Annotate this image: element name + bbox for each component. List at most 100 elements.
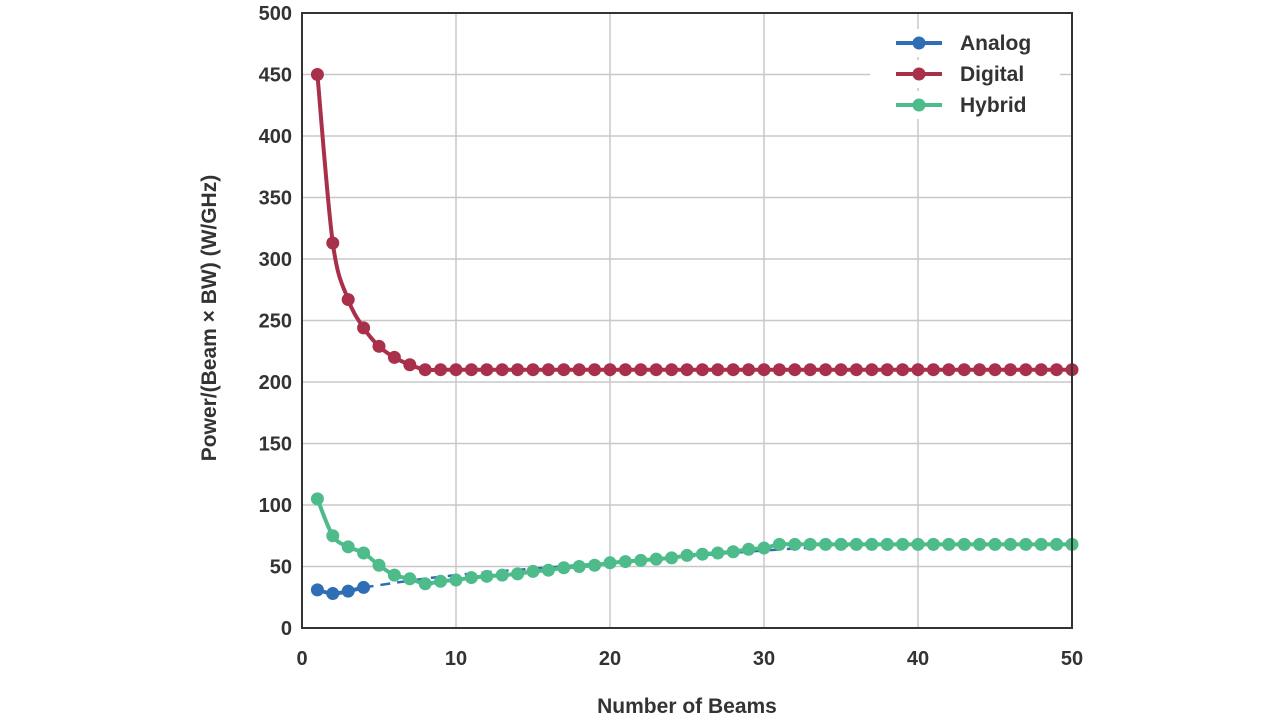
x-tick-label: 50	[1061, 648, 1083, 670]
hybrid-marker	[1034, 537, 1048, 551]
hybrid-marker	[788, 537, 802, 551]
y-tick-label: 250	[259, 311, 292, 333]
digital-marker	[372, 339, 386, 353]
hybrid-marker	[495, 568, 509, 582]
digital-marker	[449, 363, 463, 377]
legend-label-analog: Analog	[960, 32, 1031, 55]
digital-marker	[480, 363, 494, 377]
digital-marker	[511, 363, 525, 377]
digital-marker	[310, 68, 324, 81]
hybrid-marker	[403, 572, 417, 586]
hybrid-marker	[434, 574, 448, 588]
hybrid-marker	[880, 537, 894, 551]
digital-marker	[1034, 363, 1048, 377]
y-tick-label: 450	[259, 65, 292, 87]
hybrid-marker	[834, 537, 848, 551]
hybrid-marker	[603, 556, 617, 570]
digital-marker	[649, 363, 663, 377]
digital-marker	[957, 363, 971, 377]
hybrid-marker	[819, 537, 833, 551]
hybrid-marker	[541, 563, 555, 577]
digital-marker	[387, 350, 401, 364]
hybrid-marker	[618, 555, 632, 569]
y-tick-label: 350	[259, 188, 292, 210]
digital-marker	[880, 363, 894, 377]
hybrid-marker	[926, 537, 940, 551]
digital-marker	[942, 363, 956, 377]
digital-marker	[865, 363, 879, 377]
hybrid-marker	[1003, 537, 1017, 551]
digital-marker	[911, 363, 925, 377]
x-tick-label: 30	[753, 648, 775, 670]
hybrid-marker	[1019, 537, 1033, 551]
hybrid-marker	[464, 571, 478, 585]
legend-marker-hybrid	[912, 98, 926, 112]
digital-marker	[588, 363, 602, 377]
legend: Analog Digital Hybrid	[870, 29, 1060, 119]
hybrid-marker	[310, 492, 324, 506]
digital-marker	[495, 363, 509, 377]
hybrid-marker	[726, 545, 740, 559]
hybrid-marker	[803, 537, 817, 551]
hybrid-marker	[634, 553, 648, 567]
hybrid-marker	[526, 564, 540, 578]
digital-marker	[896, 363, 910, 377]
digital-marker	[618, 363, 632, 377]
digital-marker	[603, 363, 617, 377]
hybrid-marker	[588, 558, 602, 572]
y-tick-label: 200	[259, 372, 292, 394]
digital-marker	[634, 363, 648, 377]
hybrid-marker	[557, 561, 571, 575]
digital-marker	[1019, 363, 1033, 377]
digital-marker	[341, 293, 355, 307]
digital-marker	[464, 363, 478, 377]
digital-marker	[788, 363, 802, 377]
digital-marker	[680, 363, 694, 377]
y-axis-title: Power/(Beam × BW) (W/GHz)	[198, 175, 221, 461]
y-tick-label: 500	[259, 3, 292, 25]
analog-marker	[341, 584, 355, 598]
hybrid-marker	[942, 537, 956, 551]
y-tick-label: 150	[259, 434, 292, 456]
x-axis-title: Number of Beams	[597, 695, 777, 718]
digital-marker	[988, 363, 1002, 377]
digital-marker	[326, 236, 340, 250]
digital-marker	[695, 363, 709, 377]
digital-marker	[757, 363, 771, 377]
x-tick-label: 40	[907, 648, 929, 670]
hybrid-marker	[680, 548, 694, 562]
y-tick-label: 100	[259, 495, 292, 517]
digital-marker	[1050, 363, 1064, 377]
digital-marker	[665, 363, 679, 377]
hybrid-marker	[511, 567, 525, 581]
hybrid-marker	[849, 537, 863, 551]
y-tick-label: 300	[259, 249, 292, 271]
digital-marker	[526, 363, 540, 377]
legend-label-digital: Digital	[960, 63, 1024, 86]
y-tick-label: 50	[270, 557, 292, 579]
hybrid-marker	[387, 568, 401, 582]
hybrid-marker	[757, 541, 771, 555]
legend-marker-digital	[912, 67, 926, 81]
digital-marker	[834, 363, 848, 377]
digital-marker	[1003, 363, 1017, 377]
hybrid-marker	[957, 537, 971, 551]
hybrid-marker	[480, 569, 494, 583]
hybrid-marker	[418, 577, 432, 591]
digital-marker	[742, 363, 756, 377]
hybrid-marker	[326, 529, 340, 543]
hybrid-marker	[449, 573, 463, 587]
analog-marker	[326, 587, 340, 601]
plot-frame	[301, 12, 1073, 629]
x-tick-label: 20	[599, 648, 621, 670]
y-tick-label: 400	[259, 126, 292, 148]
digital-marker	[434, 363, 448, 377]
hybrid-marker	[988, 537, 1002, 551]
hybrid-marker	[695, 547, 709, 561]
digital-marker	[849, 363, 863, 377]
hybrid-marker	[372, 558, 386, 572]
hybrid-marker	[572, 560, 586, 573]
x-tick-label: 0	[296, 648, 307, 670]
hybrid-marker	[711, 546, 725, 560]
